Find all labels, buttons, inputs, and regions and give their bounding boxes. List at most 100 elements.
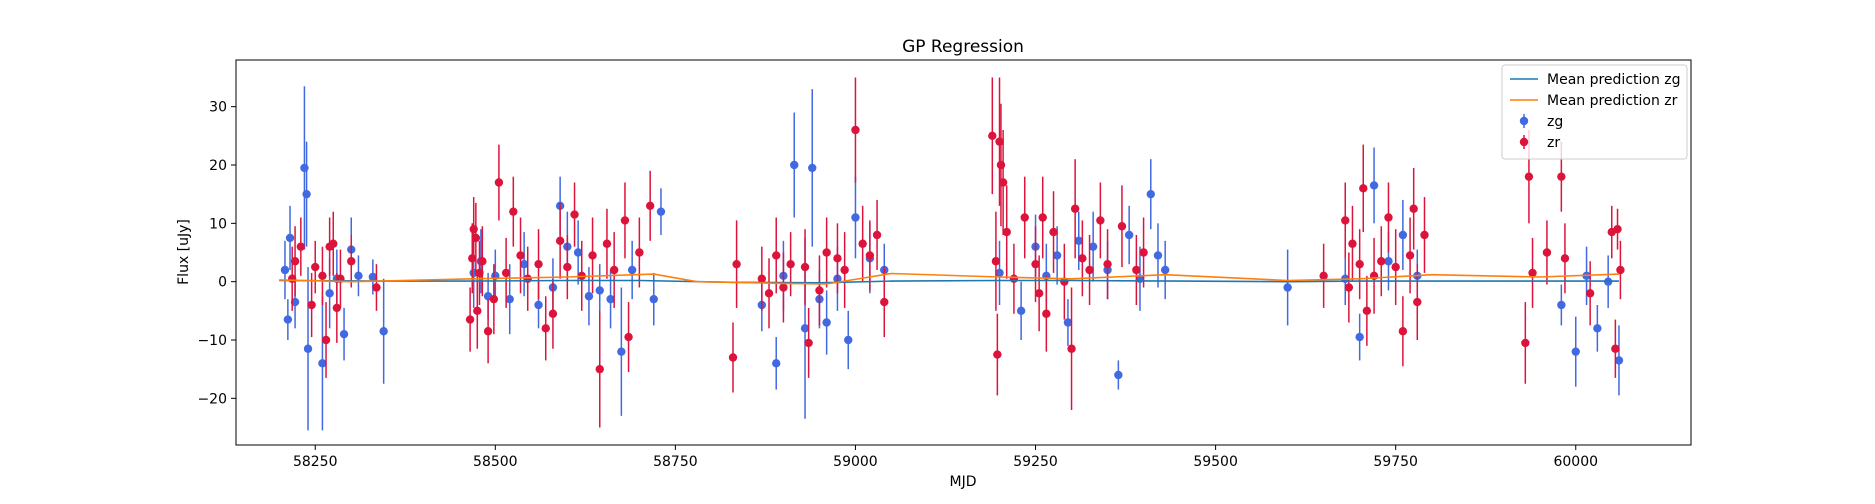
data-point-zg [772,359,781,368]
data-point-zr [483,327,493,336]
data-point-zr [1060,277,1069,286]
legend: Mean prediction zg Mean prediction zr zg zr [1501,64,1688,160]
data-point-zr [800,262,810,272]
data-point-zr [1132,265,1141,275]
data-point-zr [1384,213,1393,222]
data-point-zg [368,272,378,282]
data-point-zr [516,251,525,260]
data-point-zr [1002,227,1011,237]
data-point-zg [808,163,817,173]
data-point-zg [1557,300,1566,310]
data-point-zr [321,335,331,345]
data-point-zr [548,309,558,318]
data-point-zr [1034,289,1044,298]
data-point-zr [307,300,316,310]
data-point-zg [617,347,626,356]
data-point-zg [318,359,327,368]
data-point-zr [872,230,882,240]
data-point-zg [573,248,583,257]
data-point-zg [534,300,543,310]
data-point-zr [1020,213,1029,222]
data-point-zr [1409,204,1418,213]
x-tick-label: 58250 [293,454,338,470]
data-point-zr [1613,224,1622,234]
data-point-zg [1355,332,1364,342]
series-zr [287,77,1625,428]
data-point-zr [570,210,579,219]
data-point-zg [1153,251,1163,260]
data-point-zr [1344,283,1354,292]
data-point-zg [800,324,810,333]
data-point-zg [844,335,853,345]
data-point-zr [1341,216,1350,225]
data-point-zg [1016,306,1026,316]
data-point-zr [541,324,550,333]
data-point-zr [779,283,788,292]
data-point-zr [815,286,824,295]
legend-marker-swatch [1519,116,1529,126]
data-point-zr [1049,227,1058,237]
data-point-zg [280,265,290,275]
data-point-zr [555,236,565,246]
mean-prediction-line [279,272,1620,285]
data-point-zg [325,289,334,298]
data-point-zr [1103,259,1112,269]
data-point-zr [624,332,633,342]
data-point-zr [1078,254,1087,263]
data-point-zg [1160,265,1170,275]
data-point-zg [1384,257,1393,266]
data-point-zr [465,315,475,324]
data-point-zr [1413,297,1422,307]
data-point-zg [339,329,349,339]
y-tick-label: −10 [197,333,227,349]
data-point-zg [290,297,300,307]
data-point-zr [865,251,875,260]
y-tick-label: 10 [209,216,227,232]
data-point-zr [772,251,781,260]
data-point-zg [1052,251,1062,260]
data-point-zr [998,178,1008,187]
data-point-zr [318,271,327,281]
data-point-zr [509,207,518,216]
data-point-zr [840,265,849,275]
data-point-zg [649,294,658,304]
data-point-zg [1088,242,1098,251]
legend-label: zr [1547,135,1560,151]
data-point-zg [1369,181,1379,190]
data-point-zg [656,207,666,216]
data-point-zr [534,259,543,269]
data-point-zr [620,216,630,225]
data-point-zr [757,274,767,283]
data-point-zr [1117,222,1127,231]
data-point-zr [1031,259,1040,269]
data-point-zr [1521,338,1530,348]
plot-frame [235,59,1692,446]
data-point-zg [790,160,799,170]
data-point-zr [1359,184,1368,193]
y-tick-label: 20 [209,158,227,174]
data-point-zr [822,248,831,257]
data-point-zg [302,189,311,199]
x-tick-label: 58750 [653,454,698,470]
data-point-zr [296,242,306,251]
y-tick-label: −20 [197,391,227,407]
data-point-zr [347,257,356,266]
legend-frame [1501,64,1688,160]
data-point-zr [991,257,1001,266]
data-point-zr [1420,230,1429,240]
mean-prediction-layer [279,272,1620,285]
data-point-zr [804,338,813,348]
legend-label: Mean prediction zr [1547,93,1678,109]
data-point-zr [1085,265,1094,275]
legend-marker-swatch [1519,137,1529,147]
data-point-zr [1560,254,1570,263]
data-point-zr [1362,306,1372,316]
data-point-zg [1283,283,1292,292]
data-point-zr [1355,259,1364,269]
data-point-zg [1114,370,1123,380]
axes-layer [235,59,1692,446]
data-point-zg [505,294,514,304]
data-point-zr [645,201,655,211]
mean-prediction-line [279,279,1619,284]
data-point-zr [858,239,867,248]
